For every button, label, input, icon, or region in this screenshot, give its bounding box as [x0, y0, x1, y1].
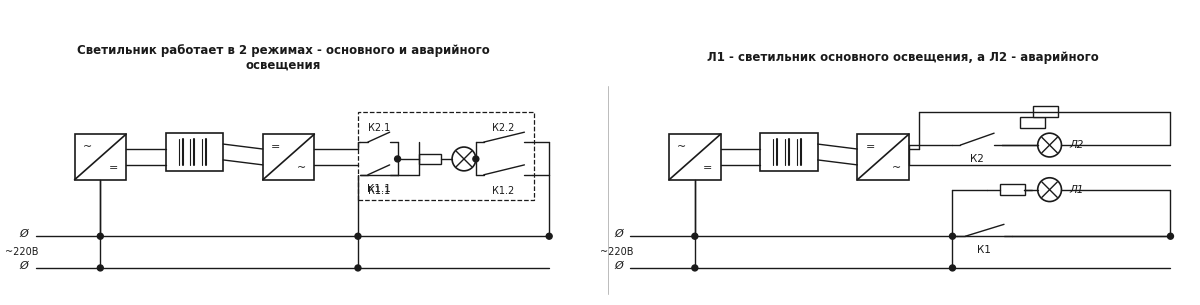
Circle shape — [1168, 233, 1174, 239]
Circle shape — [395, 156, 401, 162]
Text: Ø: Ø — [614, 261, 623, 271]
Circle shape — [949, 233, 955, 239]
Text: Л1: Л1 — [1069, 185, 1084, 195]
Bar — [419, 154, 442, 164]
Text: Л2: Л2 — [1069, 140, 1084, 150]
Bar — [761, 133, 817, 171]
Text: К2.2: К2.2 — [492, 123, 515, 133]
Circle shape — [949, 265, 955, 271]
Text: ~: ~ — [677, 142, 686, 152]
Text: К1: К1 — [977, 245, 991, 255]
Bar — [358, 112, 534, 199]
Circle shape — [452, 147, 476, 171]
Text: ~220В: ~220В — [5, 247, 38, 257]
Text: =: = — [865, 142, 875, 152]
Bar — [1020, 117, 1045, 128]
Bar — [670, 134, 721, 180]
Bar — [166, 133, 223, 171]
Text: ~: ~ — [83, 142, 92, 152]
Text: =: = — [271, 142, 281, 152]
Text: К1.1: К1.1 — [367, 186, 390, 196]
Text: К2: К2 — [971, 154, 984, 164]
Circle shape — [97, 233, 103, 239]
Circle shape — [473, 156, 479, 162]
Bar — [74, 134, 126, 180]
Text: =: = — [703, 163, 713, 173]
Circle shape — [692, 233, 698, 239]
Bar — [1000, 184, 1025, 195]
Text: К1.2: К1.2 — [492, 186, 515, 196]
Text: Ø: Ø — [19, 261, 29, 271]
Circle shape — [1038, 133, 1062, 157]
Circle shape — [355, 233, 361, 239]
Bar — [263, 134, 314, 180]
Text: =: = — [108, 163, 118, 173]
Text: К1.1: К1.1 — [367, 184, 391, 194]
Circle shape — [1038, 178, 1062, 202]
Circle shape — [97, 265, 103, 271]
Text: ~: ~ — [892, 163, 901, 173]
Text: ~220В: ~220В — [600, 247, 634, 257]
Text: Светильник работает в 2 режимах - основного и аварийного
освещения: Светильник работает в 2 режимах - основн… — [77, 44, 490, 72]
Text: К2.1: К2.1 — [367, 123, 390, 133]
Circle shape — [355, 265, 361, 271]
Text: Л1 - светильник основного освещения, а Л2 - аварийного: Л1 - светильник основного освещения, а Л… — [707, 51, 1099, 64]
Text: Ø: Ø — [19, 229, 29, 239]
Bar — [1033, 106, 1057, 117]
Circle shape — [692, 265, 698, 271]
Circle shape — [546, 233, 552, 239]
Bar — [857, 134, 908, 180]
Text: Ø: Ø — [614, 229, 623, 239]
Text: ~: ~ — [296, 163, 306, 173]
